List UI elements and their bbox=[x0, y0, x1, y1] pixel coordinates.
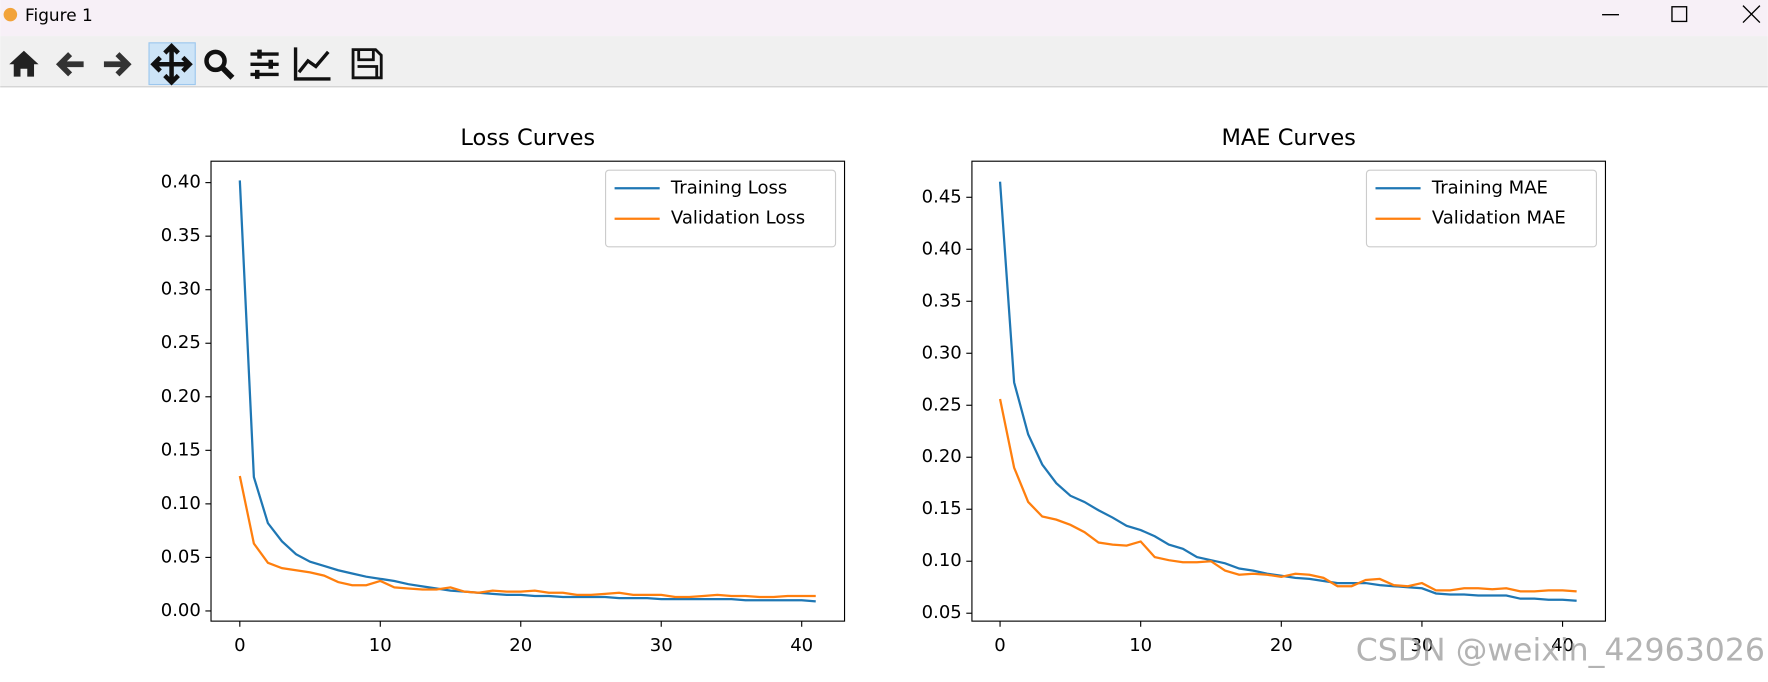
series-line bbox=[998, 181, 1577, 602]
legend-label: Training MAE bbox=[1431, 177, 1548, 198]
x-tick-label: 20 bbox=[509, 635, 532, 656]
legend-label: Validation Loss bbox=[671, 208, 805, 229]
y-tick-label: 0.45 bbox=[922, 186, 962, 207]
title-bar bbox=[0, 0, 1768, 37]
y-tick-label: 0.25 bbox=[922, 394, 962, 415]
y-tick-label: 0.15 bbox=[922, 498, 962, 519]
y-tick-label: 0.35 bbox=[922, 290, 962, 311]
y-tick-label: 0.25 bbox=[161, 332, 201, 353]
y-tick-label: 0.40 bbox=[922, 238, 962, 259]
window-title: Figure 1 bbox=[25, 5, 93, 25]
back-button[interactable] bbox=[55, 52, 84, 77]
legend-label: Validation MAE bbox=[1432, 208, 1566, 229]
y-tick-label: 0.30 bbox=[161, 279, 201, 300]
y-tick-label: 0.05 bbox=[922, 602, 962, 623]
maximize-button[interactable] bbox=[1671, 6, 1688, 23]
close-button[interactable] bbox=[1742, 5, 1761, 24]
y-tick-label: 0.10 bbox=[161, 493, 201, 514]
toolbar bbox=[0, 36, 1768, 87]
plot-frame bbox=[971, 160, 1607, 622]
legend-box bbox=[1365, 169, 1597, 248]
x-tick-label: 40 bbox=[1551, 635, 1574, 656]
forward-button[interactable] bbox=[103, 52, 132, 77]
x-tick-label: 40 bbox=[790, 635, 813, 656]
chart-title: Loss Curves bbox=[460, 125, 595, 151]
save-button[interactable] bbox=[351, 48, 383, 80]
edit-axes-button[interactable] bbox=[293, 47, 331, 81]
watermark: CSDN @weixin_42963026 bbox=[1356, 633, 1765, 669]
series-line bbox=[238, 475, 816, 599]
x-tick-label: 20 bbox=[1270, 635, 1293, 656]
series-line bbox=[998, 398, 1577, 593]
x-tick-label: 30 bbox=[1410, 635, 1433, 656]
y-tick-label: 0.35 bbox=[161, 225, 201, 246]
y-tick-label: 0.00 bbox=[161, 600, 201, 621]
y-tick-label: 0.20 bbox=[161, 386, 201, 407]
x-tick-label: 30 bbox=[650, 635, 673, 656]
pan-button[interactable] bbox=[150, 43, 193, 86]
plot-frame bbox=[210, 160, 846, 622]
y-tick-label: 0.05 bbox=[161, 546, 201, 567]
y-tick-label: 0.15 bbox=[161, 439, 201, 460]
y-tick-label: 0.40 bbox=[161, 172, 201, 193]
x-tick-label: 10 bbox=[1129, 635, 1152, 656]
chart-title: MAE Curves bbox=[1221, 125, 1355, 151]
series-line bbox=[238, 180, 816, 603]
x-tick-label: 10 bbox=[369, 635, 392, 656]
app-icon bbox=[3, 7, 18, 22]
x-tick-label: 0 bbox=[994, 635, 1005, 656]
x-tick-label: 0 bbox=[234, 635, 245, 656]
y-tick-label: 0.10 bbox=[922, 550, 962, 571]
zoom-handle bbox=[220, 65, 235, 80]
legend-box bbox=[605, 169, 837, 248]
y-tick-label: 0.20 bbox=[922, 446, 962, 467]
configure-sliders bbox=[254, 49, 274, 79]
y-tick-label: 0.30 bbox=[922, 342, 962, 363]
zoom-button[interactable] bbox=[204, 49, 227, 73]
legend-label: Training Loss bbox=[670, 177, 787, 198]
home-button[interactable] bbox=[9, 50, 39, 77]
